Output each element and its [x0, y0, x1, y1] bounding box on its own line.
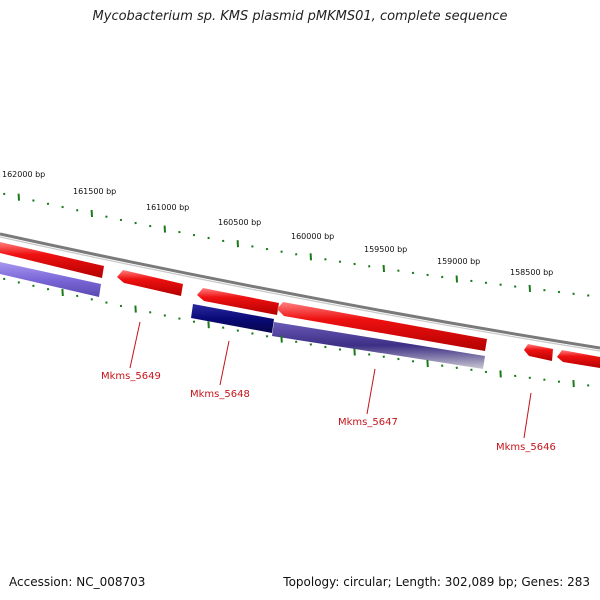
reverse-gene-1[interactable]: [0, 262, 101, 297]
forward-gene-5[interactable]: [524, 344, 553, 361]
ruler-label-161500: 161500 bp: [73, 187, 116, 196]
forward-strand-genes: [0, 242, 600, 368]
gene-label-mkms-5647[interactable]: Mkms_5647: [338, 417, 398, 428]
ruler-label-159500: 159500 bp: [364, 245, 407, 254]
gene-label-mkms-5649[interactable]: Mkms_5649: [101, 371, 161, 382]
ruler-label-160000: 160000 bp: [291, 232, 334, 241]
forward-gene-6[interactable]: [557, 350, 600, 368]
accession-text: Accession: NC_008703: [9, 575, 146, 589]
reverse-gene-3[interactable]: [272, 322, 485, 369]
gene-label-mkms-5646[interactable]: Mkms_5646: [496, 442, 556, 453]
leader-mkms-5647: [366, 368, 376, 415]
gene-labels: Mkms_5649 Mkms_5648 Mkms_5647 Mkms_5646: [101, 371, 556, 453]
forward-gene-3[interactable]: [197, 288, 279, 315]
reverse-gene-2[interactable]: [191, 304, 274, 333]
leader-mkms-5646: [523, 392, 532, 439]
ruler-label-160500: 160500 bp: [218, 218, 261, 227]
gene-label-leaders: [129, 321, 532, 439]
ruler-label-158500: 158500 bp: [510, 268, 553, 277]
map-title: Mycobacterium sp. KMS plasmid pMKMS01, c…: [92, 9, 508, 24]
forward-gene-2[interactable]: [117, 270, 183, 296]
ruler-label-159000: 159000 bp: [437, 257, 480, 266]
gene-label-mkms-5648[interactable]: Mkms_5648: [190, 389, 250, 400]
topology-info: Topology: circular; Length: 302,089 bp; …: [283, 575, 590, 589]
reverse-strand-genes: [0, 262, 485, 369]
leader-mkms-5649: [129, 321, 141, 369]
ruler-labels: 162000 bp 161500 bp 161000 bp 160500 bp …: [2, 170, 553, 277]
lower-ruler: [3, 277, 590, 388]
plasmid-backbone: [0, 232, 600, 352]
forward-gene-4[interactable]: [277, 302, 487, 351]
leader-mkms-5648: [219, 340, 230, 386]
forward-gene-1[interactable]: [0, 242, 104, 278]
ruler-label-161000: 161000 bp: [146, 203, 189, 212]
upper-ruler: [3, 192, 590, 297]
ruler-label-162000: 162000 bp: [2, 170, 45, 179]
